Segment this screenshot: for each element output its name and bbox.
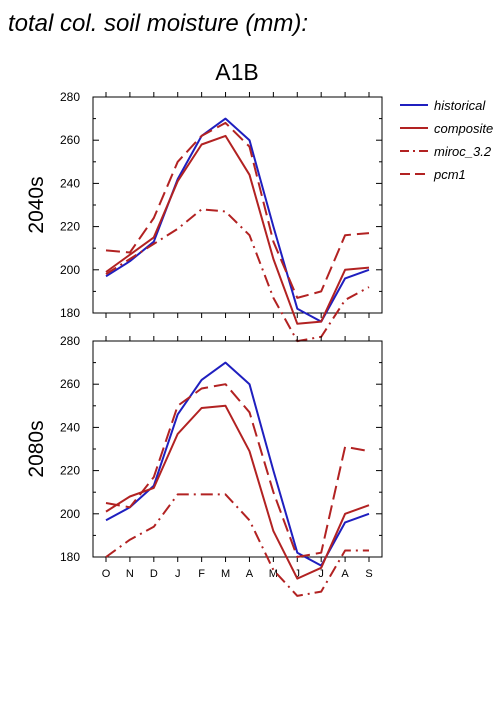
series-line-composite bbox=[105, 404, 370, 580]
y-tick-label: 220 bbox=[60, 220, 80, 234]
series-line-composite bbox=[105, 134, 370, 325]
y-tick-label: 260 bbox=[60, 377, 80, 391]
x-tick-label: F bbox=[198, 568, 205, 580]
x-tick-label: S bbox=[365, 568, 372, 580]
x-tick-label: D bbox=[150, 568, 158, 580]
y-tick-label: 240 bbox=[60, 420, 80, 434]
y-tick-label: 220 bbox=[60, 464, 80, 478]
y-tick-label: 260 bbox=[60, 133, 80, 147]
legend-label: historical bbox=[434, 98, 486, 113]
series-line-historical bbox=[105, 117, 370, 323]
legend-label: pcm1 bbox=[433, 167, 466, 182]
series-line-miroc-3-2 bbox=[105, 493, 369, 597]
panel-2080s: 180 200 220 240 260 280 O N D J F M A M J J A S 2080s bbox=[25, 334, 383, 597]
y-tick-label: 200 bbox=[60, 263, 80, 277]
series-line-pcm1 bbox=[105, 383, 370, 558]
y-tick-label: 240 bbox=[60, 176, 80, 190]
legend-label: composite bbox=[434, 121, 493, 136]
x-tick-label: O bbox=[102, 568, 111, 580]
y-tick-label: 180 bbox=[60, 306, 80, 320]
panel-2040s: 180 200 220 240 260 280 2040s bbox=[25, 90, 383, 343]
x-tick-label: A bbox=[341, 568, 349, 580]
legend-label: miroc_3.2 bbox=[434, 144, 492, 159]
series-line-historical bbox=[105, 361, 370, 567]
x-tick-label: M bbox=[269, 568, 278, 580]
figure-title: total col. soil moisture (mm): bbox=[8, 10, 308, 37]
x-tick-label: J bbox=[175, 568, 181, 580]
y-axis-label: 2040s bbox=[25, 176, 48, 233]
x-tick-label: J bbox=[318, 568, 324, 580]
scenario-title: A1B bbox=[215, 59, 258, 85]
x-tick-label: M bbox=[221, 568, 230, 580]
y-tick-label: 280 bbox=[60, 90, 80, 104]
y-tick-label: 280 bbox=[60, 334, 80, 348]
y-tick-label: 180 bbox=[60, 550, 80, 564]
series-line-miroc-3-2 bbox=[105, 208, 370, 343]
y-axis-label: 2080s bbox=[25, 420, 48, 477]
x-tick-label: N bbox=[126, 568, 134, 580]
series-line-pcm1 bbox=[105, 121, 370, 299]
legend: historical composite miroc_3.2 pcm1 bbox=[400, 98, 493, 182]
x-tick-label: A bbox=[246, 568, 254, 580]
y-tick-label: 200 bbox=[60, 507, 80, 521]
x-tick-label: J bbox=[295, 568, 301, 580]
